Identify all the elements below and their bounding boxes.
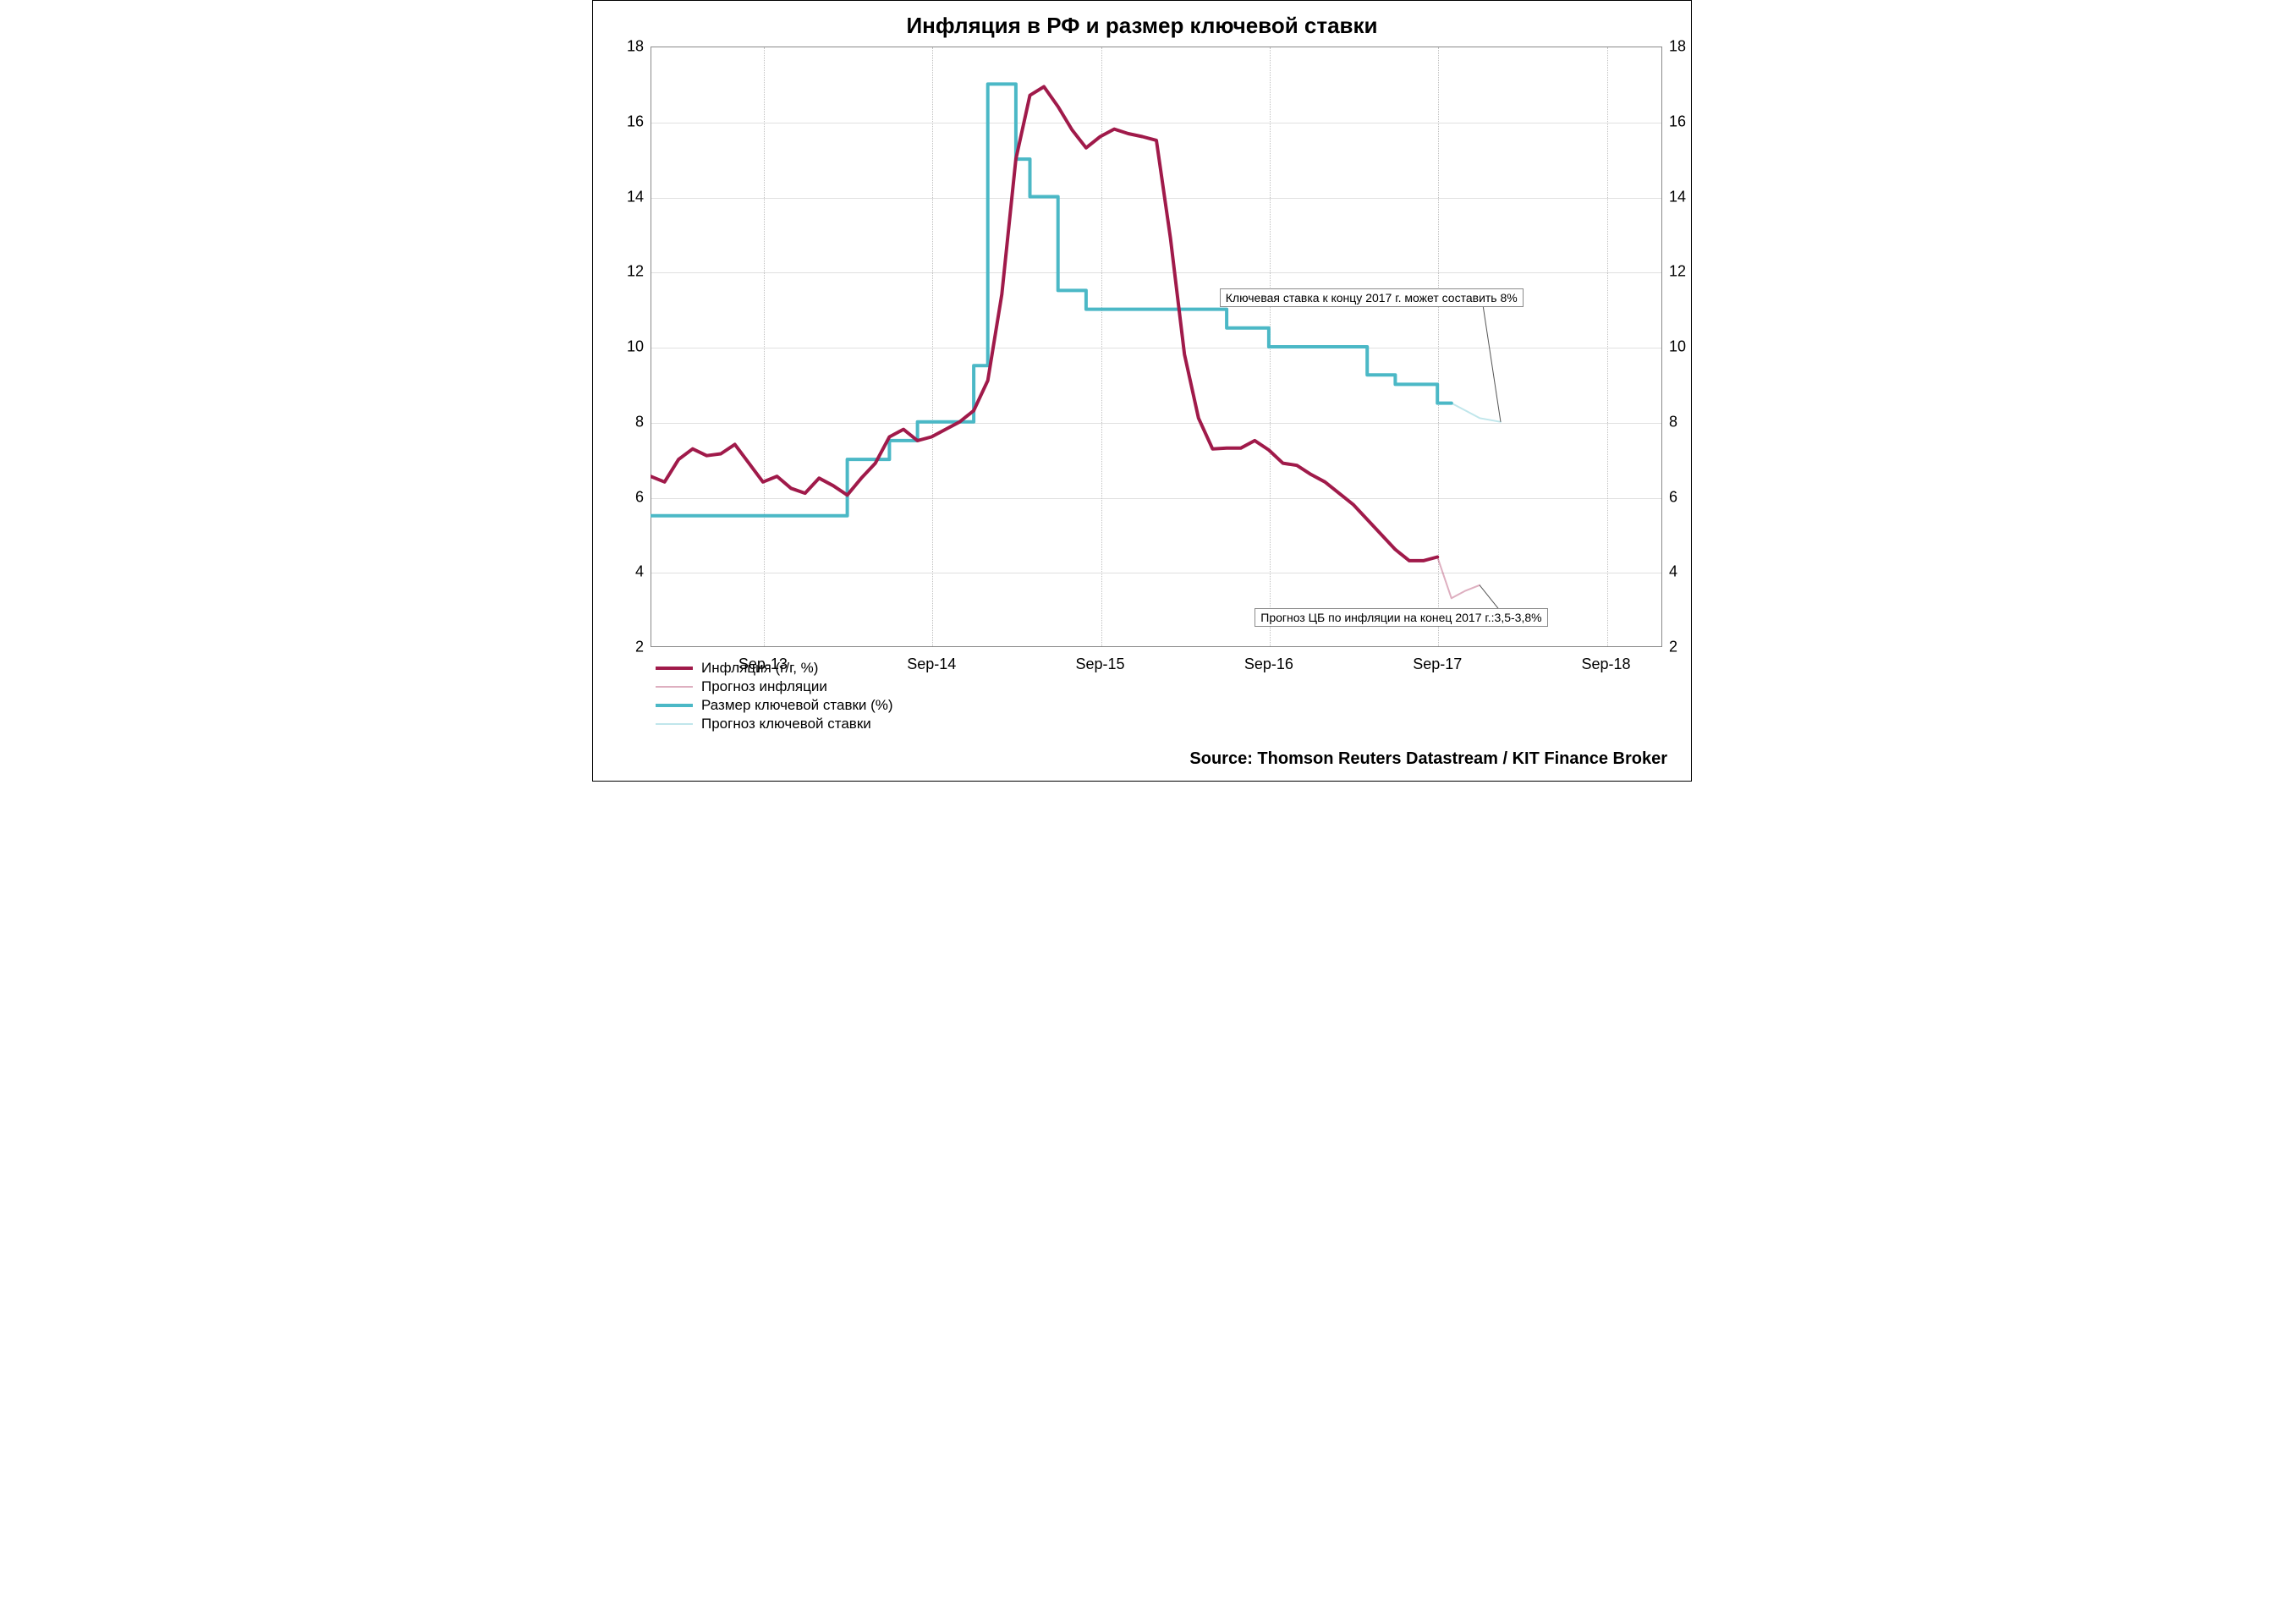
annotation-leader: [1482, 298, 1501, 421]
y-tick-left: 12: [617, 263, 644, 281]
y-tick-right: 6: [1669, 488, 1677, 506]
x-tick-label: Sep-13: [738, 656, 788, 673]
y-tick-left: 8: [617, 413, 644, 431]
annotation-box: Прогноз ЦБ по инфляции на конец 2017 г.:…: [1255, 608, 1547, 627]
series-inflation-forecast: [1437, 557, 1480, 599]
y-tick-right: 2: [1669, 639, 1677, 656]
y-tick-right: 16: [1669, 112, 1686, 130]
y-tick-right: 10: [1669, 338, 1686, 356]
x-tick-label: Sep-17: [1413, 656, 1462, 673]
y-tick-right: 12: [1669, 263, 1686, 281]
legend-label: Размер ключевой ставки (%): [701, 697, 893, 714]
y-tick-left: 2: [617, 639, 644, 656]
legend-swatch: [656, 723, 693, 725]
chart-frame: Инфляция в РФ и размер ключевой ставки И…: [592, 0, 1692, 782]
x-tick-label: Sep-18: [1582, 656, 1631, 673]
y-tick-right: 4: [1669, 563, 1677, 581]
legend-swatch: [656, 704, 693, 707]
y-tick-left: 4: [617, 563, 644, 581]
x-tick-label: Sep-15: [1076, 656, 1125, 673]
x-tick-label: Sep-14: [907, 656, 956, 673]
x-tick-label: Sep-16: [1244, 656, 1293, 673]
y-tick-right: 18: [1669, 38, 1686, 56]
legend-swatch: [656, 667, 693, 670]
legend-label: Прогноз инфляции: [701, 678, 827, 695]
legend-item: Прогноз инфляции: [656, 678, 893, 696]
y-tick-left: 16: [617, 112, 644, 130]
y-tick-left: 10: [617, 338, 644, 356]
y-tick-left: 14: [617, 188, 644, 206]
y-tick-right: 8: [1669, 413, 1677, 431]
annotation-box: Ключевая ставка к концу 2017 г. может со…: [1220, 288, 1524, 307]
source-text: Source: Thomson Reuters Datastream / KIT…: [1189, 749, 1667, 769]
legend-label: Прогноз ключевой ставки: [701, 716, 871, 732]
legend-item: Размер ключевой ставки (%): [656, 696, 893, 715]
series-keyrate-forecast: [1452, 403, 1501, 422]
y-tick-right: 14: [1669, 188, 1686, 206]
y-tick-left: 6: [617, 488, 644, 506]
y-tick-left: 18: [617, 38, 644, 56]
legend-swatch: [656, 686, 693, 688]
series-inflation: [651, 87, 1437, 561]
legend-item: Прогноз ключевой ставки: [656, 715, 893, 733]
